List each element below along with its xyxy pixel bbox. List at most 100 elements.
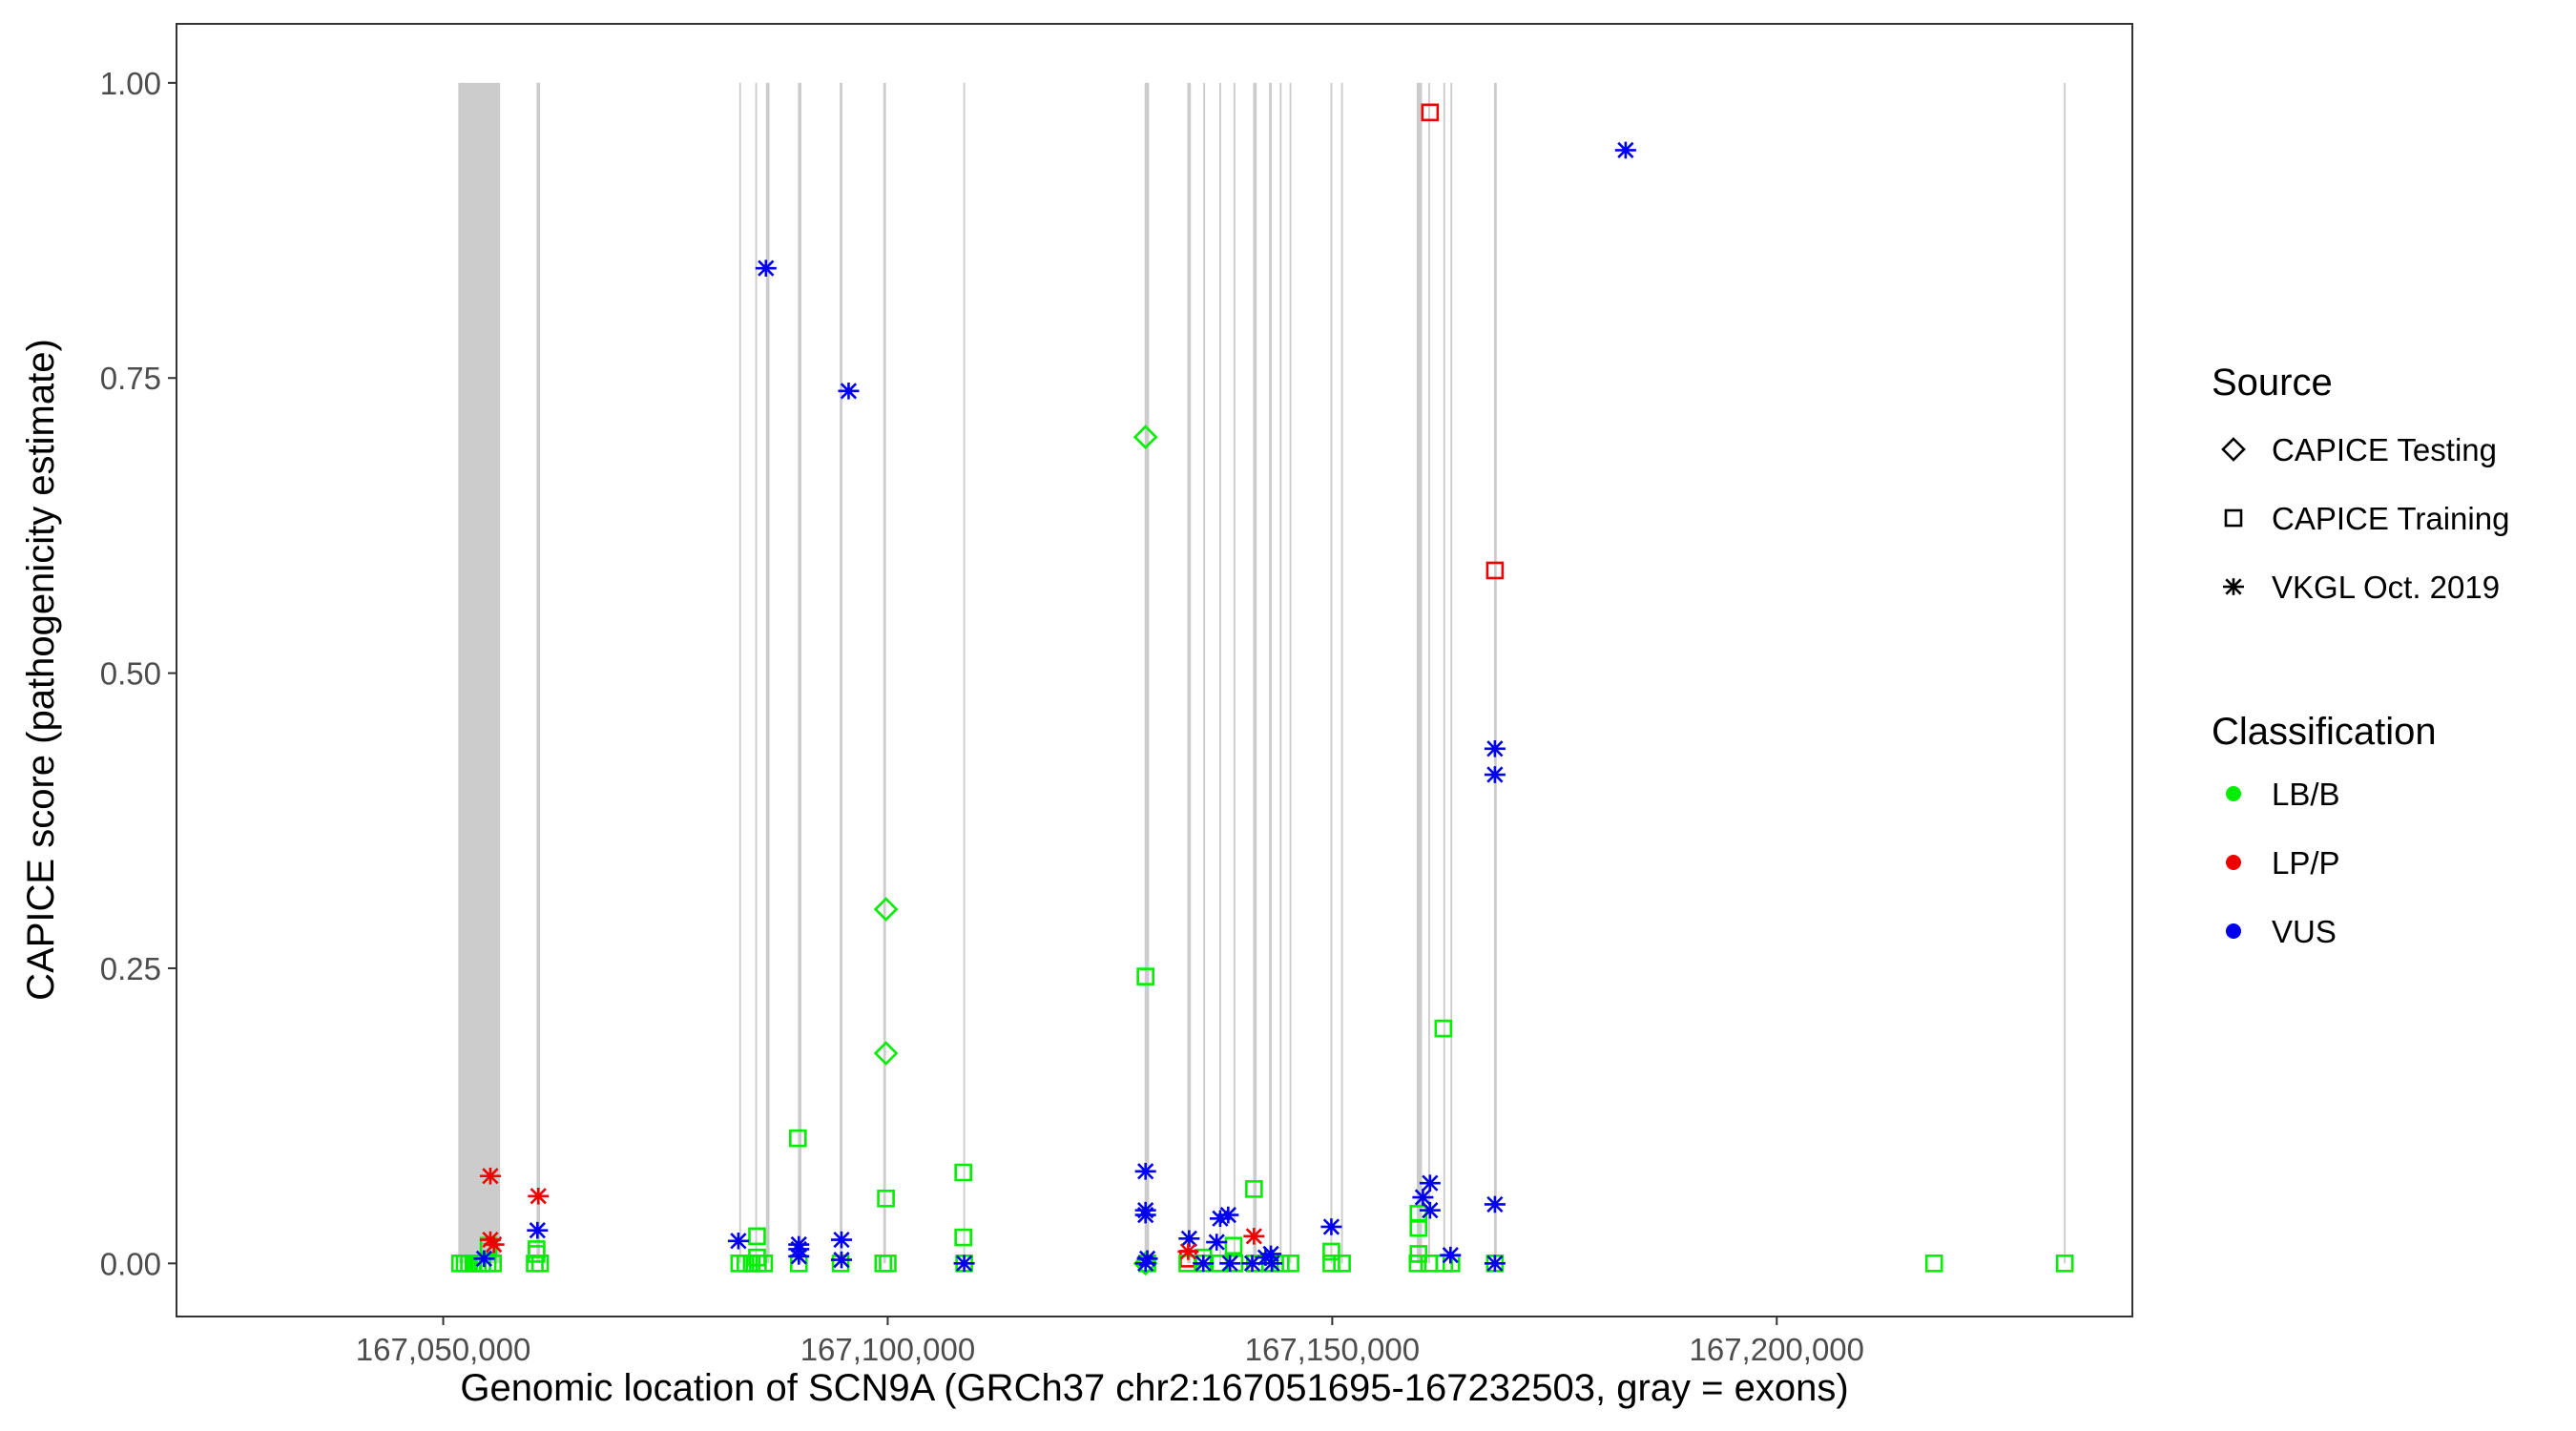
data-point — [1484, 766, 1506, 783]
data-point — [1243, 1228, 1265, 1245]
legend: Source CAPICE Testing CAPICE Training VKGL… — [2212, 362, 2509, 949]
data-point — [1484, 1255, 1506, 1273]
x-tick-label: 167,100,000 — [800, 1332, 976, 1367]
data-point — [1241, 1255, 1263, 1273]
y-axis: 0.00 0.25 0.50 0.75 1.00 — [100, 66, 177, 1281]
legend-class-label: VUS — [2272, 914, 2337, 949]
y-tick-label: 0.25 — [100, 951, 161, 986]
y-tick-label: 0.75 — [100, 361, 161, 396]
exon-band — [1450, 82, 1453, 1264]
data-point — [788, 1248, 810, 1265]
exon-band — [1279, 82, 1282, 1264]
y-tick-label: 0.50 — [100, 656, 161, 692]
exon-band — [1219, 82, 1221, 1264]
data-point — [1322, 1255, 1340, 1273]
exon-band — [1269, 82, 1272, 1264]
data-point — [1333, 1255, 1351, 1273]
exon-band — [1443, 82, 1445, 1264]
data-point — [479, 1167, 501, 1185]
legend-asterisk-icon — [2223, 578, 2244, 595]
exon-band — [1203, 82, 1206, 1264]
data-point — [1261, 1255, 1282, 1273]
exon-band — [1144, 82, 1150, 1264]
data-point — [1485, 561, 1505, 580]
data-point — [1281, 1255, 1299, 1273]
legend-class-items: LB/B LP/P VUS — [2226, 777, 2340, 949]
exon-band — [883, 82, 886, 1264]
exon-band — [1493, 82, 1497, 1264]
exon-band — [963, 82, 966, 1264]
x-tick-label: 167,150,000 — [1245, 1332, 1421, 1367]
data-point — [789, 1129, 807, 1148]
exon-band — [536, 82, 541, 1264]
data-point — [1132, 425, 1158, 449]
data-point — [484, 1255, 503, 1273]
data-point — [954, 1228, 972, 1247]
data-point — [879, 1255, 897, 1273]
data-point — [1219, 1255, 1241, 1273]
legend-source-items: CAPICE Testing CAPICE Training VKGL Oct. 2… — [2221, 432, 2509, 605]
legend-class-title: Classification — [2212, 711, 2437, 753]
legend-diamond-icon — [2221, 437, 2246, 462]
data-point — [755, 259, 777, 277]
data-point — [1177, 1243, 1199, 1260]
data-point — [831, 1231, 852, 1249]
exon-band — [755, 82, 758, 1264]
data-point — [727, 1233, 749, 1250]
exon-band — [765, 82, 770, 1264]
exon-bands — [458, 82, 2067, 1264]
x-axis-title: Genomic location of SCN9A (GRCh37 chr2:1… — [460, 1367, 1848, 1409]
data-point — [1421, 103, 1440, 122]
legend-source-label: VKGL Oct. 2019 — [2272, 570, 2500, 605]
data-point — [1409, 1245, 1428, 1263]
x-axis: 167,050,000 167,100,000 167,150,000 167,200… — [356, 1317, 1864, 1367]
legend-source-label: CAPICE Training — [2272, 501, 2509, 536]
legend-dot-icon — [2226, 855, 2241, 870]
legend-source-label: CAPICE Testing — [2272, 432, 2497, 467]
data-points — [450, 103, 2074, 1276]
exon-band — [1428, 82, 1430, 1264]
data-point — [528, 1245, 546, 1263]
data-point — [1193, 1255, 1215, 1273]
exon-band — [1289, 82, 1292, 1264]
plot-panel — [176, 23, 2133, 1317]
exon-band — [798, 82, 802, 1264]
y-axis-title: CAPICE score (pathogenicity estimate) — [20, 339, 62, 1001]
data-point — [1434, 1019, 1453, 1038]
data-point — [873, 1041, 899, 1066]
data-point — [1134, 1206, 1156, 1224]
exon-band — [1253, 82, 1257, 1264]
x-tick-label: 167,050,000 — [356, 1332, 531, 1367]
data-point — [953, 1255, 975, 1273]
data-point — [1320, 1218, 1342, 1235]
data-point — [877, 1189, 895, 1208]
data-point — [838, 383, 860, 400]
exon-band — [738, 82, 741, 1264]
legend-dot-icon — [2226, 786, 2241, 801]
legend-class-label: LP/P — [2272, 845, 2340, 881]
exon-band — [1330, 82, 1333, 1264]
data-point — [528, 1187, 550, 1205]
data-point — [1419, 1201, 1441, 1219]
data-point — [831, 1251, 852, 1269]
legend-square-icon — [2224, 508, 2243, 528]
data-point — [1408, 1255, 1427, 1273]
data-point — [954, 1163, 972, 1182]
data-point — [1409, 1218, 1428, 1237]
data-point — [2055, 1255, 2074, 1273]
data-point — [755, 1255, 774, 1273]
data-point — [473, 1250, 495, 1268]
exon-band — [1416, 82, 1423, 1264]
exon-band — [840, 82, 842, 1264]
data-point — [1206, 1234, 1228, 1251]
data-point — [1419, 1174, 1441, 1192]
data-point — [483, 1235, 505, 1254]
x-tick-label: 167,200,000 — [1690, 1332, 1865, 1367]
data-point — [1224, 1236, 1243, 1255]
legend-source-title: Source — [2212, 362, 2333, 404]
exon-band — [2064, 82, 2067, 1264]
y-tick-label: 1.00 — [100, 66, 161, 101]
exon-band — [1233, 82, 1236, 1264]
data-point — [527, 1221, 549, 1239]
